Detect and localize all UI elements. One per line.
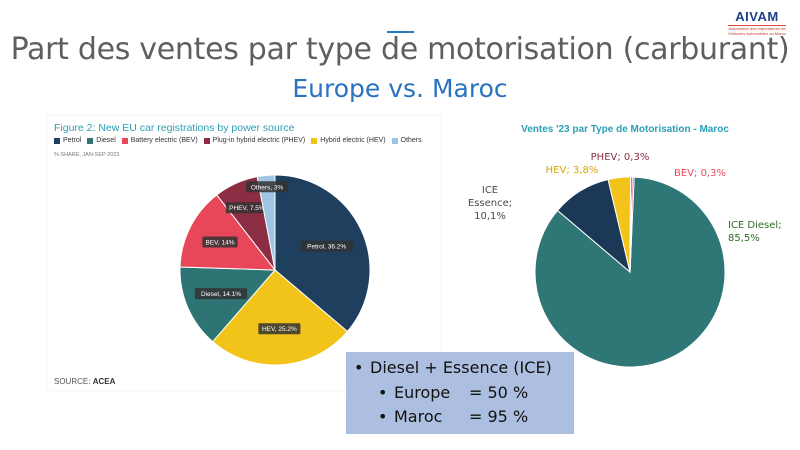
legend-label: Plug-in hybrid electric (PHEV) — [212, 137, 306, 144]
summary-box: • Diesel + Essence (ICE) • Europe = 50 % • M… — [346, 352, 574, 434]
pie-slice-hev — [211, 269, 349, 366]
summary-item-maroc: • Maroc = 95 % — [378, 407, 528, 426]
eu-chart-panel: Figure 2: New EU car registrations by po… — [48, 116, 440, 390]
data-label-bev: BEV, 14% — [205, 240, 234, 247]
data-label-bg — [300, 240, 353, 252]
aivam-logo: AIVAM Association des Importateurs de Vé… — [722, 10, 792, 40]
pie-slice-diesel — [179, 266, 277, 343]
logo-tagline: Association des Importateurs de Véhicule… — [727, 26, 787, 36]
eu-chart-source: SOURCE: ACEA — [54, 377, 115, 386]
eu-pie-chart: Petrol, 36.2% HEV, 25.2% Diesel, 14.1% BEV,… — [179, 174, 371, 366]
pie-slice-others — [256, 174, 276, 271]
page-title: Part des ventes par type de motorisation… — [10, 32, 790, 67]
summary-item-value: = 50 % — [469, 383, 529, 402]
data-label-hev: HEV; 3,8% — [546, 165, 599, 176]
legend-swatch — [391, 137, 398, 144]
legend-swatch — [121, 137, 128, 144]
legend-swatch — [203, 137, 210, 144]
legend-item-diesel: Diesel — [87, 137, 116, 144]
pie-slice-bev — [629, 176, 635, 273]
legend-label: Others — [400, 137, 422, 144]
logo-underline — [728, 25, 786, 26]
summary-item-europe: • Europe = 50 % — [378, 383, 528, 402]
pie-slice-bev — [179, 194, 277, 271]
bullet-icon: • — [378, 407, 388, 426]
legend-item-petrol: Petrol — [54, 137, 81, 144]
legend-item-battery-electric-bev: Battery electric (BEV) — [121, 137, 198, 144]
summary-item-value: = 95 % — [469, 407, 529, 426]
data-label-ice-diesel: ICE Diesel; 85,5% — [728, 220, 782, 244]
data-label-bg — [258, 323, 301, 335]
source-value: ACEA — [92, 377, 116, 386]
data-label-bg — [225, 202, 268, 214]
legend-item-plug-in-hybrid-electric-phev: Plug-in hybrid electric (PHEV) — [203, 137, 306, 144]
legend-label: Hybrid electric (HEV) — [320, 137, 386, 144]
legend-swatch — [311, 137, 318, 144]
bullet-icon: • — [354, 358, 364, 377]
data-label-phev: PHEV, 7.5% — [229, 205, 265, 212]
data-label-bg — [246, 181, 289, 193]
ma-chart-title: Ventes '23 par Type de Motorisation - Ma… — [521, 124, 729, 135]
data-label-phev: PHEV; 0,3% — [591, 152, 650, 163]
legend-swatch — [54, 137, 60, 144]
page-subtitle: Europe vs. Maroc — [292, 74, 508, 103]
logo-name: AIVAM — [735, 9, 779, 24]
summary-heading-row: • Diesel + Essence (ICE) — [354, 358, 552, 377]
bullet-icon: • — [378, 383, 388, 402]
legend-label: Battery electric (BEV) — [130, 137, 198, 144]
data-label-bg — [202, 236, 238, 248]
data-label-petrol: Petrol, 36.2% — [307, 244, 346, 251]
data-label-others: Others, 3% — [251, 184, 284, 191]
legend-label: Diesel — [96, 137, 116, 144]
summary-item-label: Europe — [394, 383, 451, 402]
source-label: SOURCE: — [54, 377, 91, 386]
title-accent-bar — [387, 31, 414, 33]
data-label-bev: BEV; 0,3% — [674, 168, 726, 179]
data-label-diesel: Diesel, 14.1% — [201, 291, 241, 298]
summary-item-label: Maroc — [394, 407, 443, 426]
pie-slice-petrol — [274, 174, 371, 333]
eu-chart-note: % SHARE, JAN-SEP 2023 — [54, 152, 120, 158]
legend-item-hybrid-electric-hev: Hybrid electric (HEV) — [311, 137, 386, 144]
legend-item-others: Others — [391, 137, 422, 144]
legend-swatch — [87, 137, 94, 144]
ma-pie-chart: ICE Diesel; 85,5% ICE Essence; 10,1% HEV; 3,8… — [468, 152, 782, 368]
eu-chart-title: Figure 2: New EU car registrations by po… — [54, 122, 295, 134]
legend-label: Petrol — [63, 137, 82, 144]
eu-chart-legend: Petrol Diesel Battery electric (BEV) Plug-i… — [54, 137, 422, 144]
summary-heading: Diesel + Essence (ICE) — [370, 358, 552, 377]
data-label-ice-essence: ICE Essence; 10,1% — [468, 185, 512, 222]
data-label-bg — [194, 288, 248, 300]
data-label-hev: HEV, 25.2% — [262, 326, 297, 333]
